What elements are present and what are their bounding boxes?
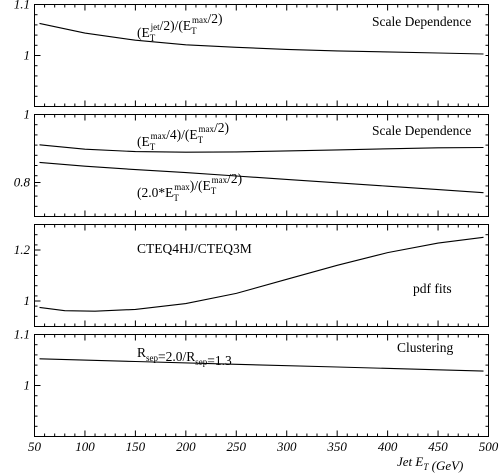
panel-scale-max: 10.8 Scale Dependence (ETmax/4)/(ETmax/2… bbox=[14, 107, 489, 217]
curves bbox=[39, 22, 484, 55]
curves bbox=[39, 358, 484, 372]
x-tick-label: 100 bbox=[75, 439, 95, 454]
y-tick-labels: 1.11 bbox=[14, 327, 30, 393]
panel-clustering: 1.11 Rsep=2.0/Rsep=1.3 Clustering bbox=[14, 327, 489, 437]
x-tick-label: 450 bbox=[428, 439, 448, 454]
tick-marks bbox=[34, 114, 489, 217]
x-tick-label: 500 bbox=[479, 439, 499, 454]
x-tick-label: 350 bbox=[326, 439, 347, 454]
x-tick-label: 250 bbox=[227, 439, 247, 454]
annotation-cteq-ratio: CTEQ4HJ/CTEQ3M bbox=[137, 241, 252, 256]
series-line-2 bbox=[39, 161, 484, 194]
annotation-clustering: Clustering bbox=[397, 340, 453, 355]
series-line-1 bbox=[39, 22, 484, 55]
tick-marks bbox=[34, 4, 489, 107]
x-axis-title: Jet ET (GeV) bbox=[397, 454, 463, 473]
tick-marks bbox=[34, 224, 489, 327]
y-tick-label: 0.8 bbox=[14, 175, 31, 190]
y-tick-labels: 1.11 bbox=[14, 0, 30, 63]
curves bbox=[39, 144, 484, 194]
curves bbox=[39, 236, 484, 312]
y-tick-labels: 10.8 bbox=[14, 107, 31, 190]
series-line-1 bbox=[39, 236, 484, 312]
annotation-ratio-double-max: (2.0*ETmax)/(ETmax/2) bbox=[137, 171, 242, 203]
annotation-pdf-fits: pdf fits bbox=[413, 281, 452, 296]
x-tick-label: 50 bbox=[28, 439, 42, 454]
x-tick-label: 400 bbox=[378, 439, 398, 454]
y-tick-label: 1.1 bbox=[14, 327, 30, 342]
y-tick-label: 1 bbox=[24, 378, 31, 393]
panel-scale-jet: 1.11 (ETjet/2)/(ETmax/2) Scale Dependenc… bbox=[14, 0, 489, 107]
series-line-1 bbox=[39, 144, 484, 153]
x-tick-labels: 50 100 150 200 250 300 350 400 450 500 bbox=[28, 439, 499, 454]
series-line-1 bbox=[39, 358, 484, 372]
x-tick-label: 150 bbox=[126, 439, 146, 454]
y-tick-label: 1.2 bbox=[14, 242, 31, 257]
y-tick-label: 1 bbox=[24, 293, 31, 308]
y-tick-label: 1 bbox=[24, 107, 31, 122]
annotation-scale-dependence: Scale Dependence bbox=[372, 14, 471, 29]
y-tick-label: 1.1 bbox=[14, 0, 30, 12]
tick-marks bbox=[34, 334, 489, 437]
annotation-scale-dependence: Scale Dependence bbox=[372, 123, 471, 138]
panel-pdf: 1.21 CTEQ4HJ/CTEQ3M pdf fits bbox=[14, 224, 489, 327]
x-tick-label: 300 bbox=[276, 439, 297, 454]
annotation-ratio-quarter-max: (ETmax/4)/(ETmax/2) bbox=[137, 120, 229, 152]
y-tick-label: 1 bbox=[24, 48, 31, 63]
y-tick-labels: 1.21 bbox=[14, 242, 31, 308]
annotation-rsep-ratio: Rsep=2.0/Rsep=1.3 bbox=[137, 345, 232, 368]
annotation-ratio-ejet: (ETjet/2)/(ETmax/2) bbox=[137, 11, 223, 43]
x-tick-label: 200 bbox=[176, 439, 196, 454]
